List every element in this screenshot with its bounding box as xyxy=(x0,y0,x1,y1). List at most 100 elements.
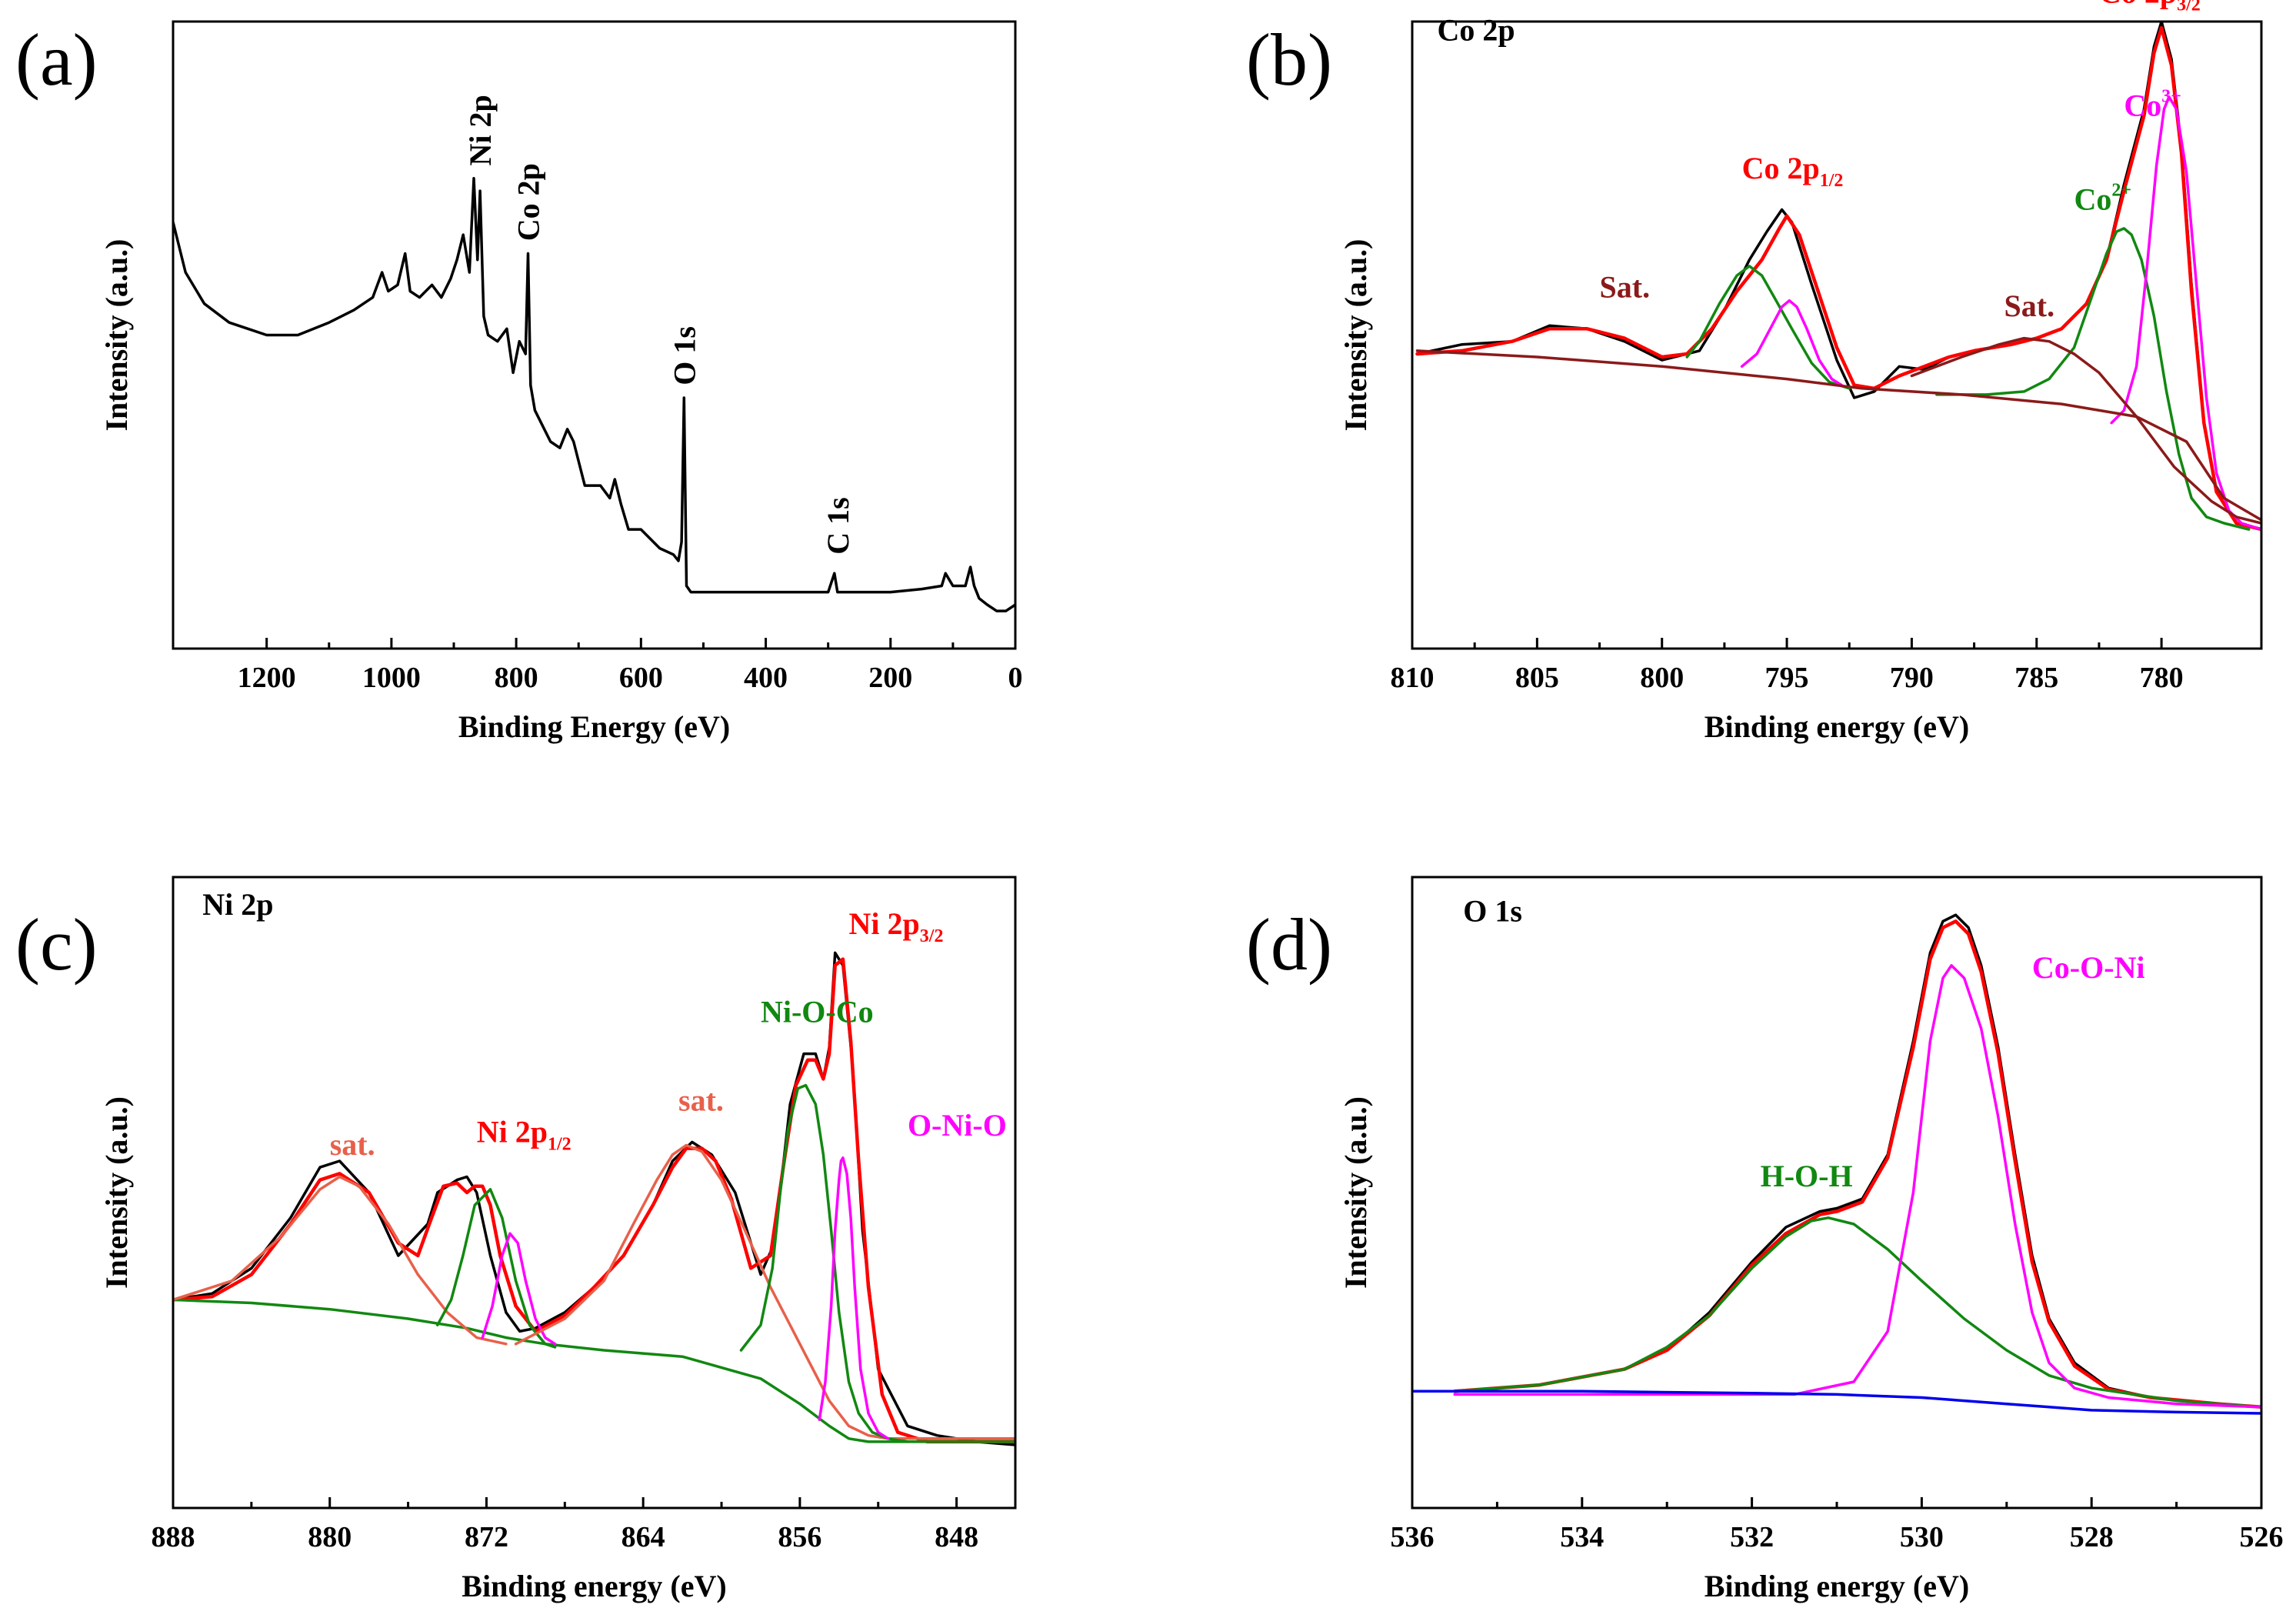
annotation-text: Ni 2p xyxy=(477,1114,548,1149)
panel-label: (c) xyxy=(15,903,98,986)
annotation-text: Co 2p xyxy=(1742,151,1820,185)
x-tick-label: 780 xyxy=(2140,662,2184,694)
series-Ni2p1/2_a xyxy=(436,1188,557,1349)
annotation-text: H-O-H xyxy=(1761,1159,1853,1193)
series-Co2p1/2_a xyxy=(1685,265,1851,390)
annotation-subscript: 3/2 xyxy=(920,926,944,946)
y-axis-label: Intensity (a.u.) xyxy=(99,239,134,431)
plot-frame xyxy=(172,876,1017,1510)
annotation-text: Sat. xyxy=(1600,270,1651,305)
series-fit xyxy=(173,957,1015,1444)
annotation: Ni 2p1/2 xyxy=(477,1114,572,1154)
annotation-text: Ni-O-Co xyxy=(761,995,874,1029)
series-H-O-H xyxy=(1453,1216,2261,1409)
annotation-subscript: 1/2 xyxy=(1820,171,1844,191)
annotation: sat. xyxy=(678,1083,724,1117)
x-tick-label: 528 xyxy=(2070,1521,2114,1553)
x-tick-label: 848 xyxy=(935,1521,978,1553)
series-raw xyxy=(173,951,1015,1446)
series-Co2p1/2_b xyxy=(1740,299,1844,387)
series-sat_low xyxy=(173,1175,508,1346)
annotation-text: O 1s xyxy=(1463,893,1522,928)
annotation: O 1s xyxy=(1463,893,1522,928)
x-tick-label: 785 xyxy=(2014,662,2058,694)
plot-frame xyxy=(1411,20,2263,650)
x-tick-label: 790 xyxy=(1890,662,1934,694)
series-raw xyxy=(1453,913,2261,1409)
series-baseline xyxy=(1412,1389,2261,1415)
series-baseline xyxy=(1415,349,2261,522)
x-tick-label: 526 xyxy=(2240,1521,2284,1553)
x-tick-label: 864 xyxy=(621,1521,665,1553)
annotation: Ni 2p xyxy=(202,887,273,922)
x-tick-label: 200 xyxy=(868,662,912,694)
series-group xyxy=(1412,913,2261,1415)
annotation: Ni 2p xyxy=(463,95,498,165)
series-Co2+ xyxy=(1935,227,2251,531)
annotation: Ni-O-Co xyxy=(761,995,874,1029)
annotation-subscript: 1/2 xyxy=(548,1134,572,1154)
annotation: Co 2p3/2 xyxy=(2099,0,2201,15)
x-tick-label: 800 xyxy=(495,662,538,694)
panel-a: (a) 1200 1000 800 600 400 200 0 Binding Energy (… xyxy=(15,18,1023,744)
x-axis-label: Binding Energy (eV) xyxy=(458,709,730,744)
x-tick-label: 888 xyxy=(152,1521,195,1553)
y-axis-label: Intensity (a.u.) xyxy=(1338,239,1373,431)
x-tick-label: 800 xyxy=(1640,662,1684,694)
x-tick-label: 1000 xyxy=(362,662,421,694)
x-tick-label: 795 xyxy=(1765,662,1809,694)
panel-c: (c) 888 880 872 864 856 848 Binding energy (eV)… xyxy=(15,876,1017,1603)
x-tick-label: 532 xyxy=(1730,1521,1774,1553)
annotation-text: O-Ni-O xyxy=(908,1108,1007,1143)
annotation: Co 2p1/2 xyxy=(1742,151,1844,191)
annotation-text: Sat. xyxy=(2004,289,2055,323)
annotation: sat. xyxy=(330,1127,375,1162)
annotation: Ni 2p3/2 xyxy=(849,906,944,946)
annotation-superscript: 3+ xyxy=(2161,86,2181,106)
plot-frame xyxy=(172,20,1017,650)
annotation-text: Co 2p xyxy=(2099,0,2177,10)
x-axis-label: Binding energy (eV) xyxy=(1705,1569,1969,1603)
annotation: H-O-H xyxy=(1761,1159,1853,1193)
annotation-text: sat. xyxy=(330,1127,375,1162)
annotation: Co 2p xyxy=(512,163,546,241)
series-survey xyxy=(173,177,1015,612)
series-sat_high xyxy=(1910,336,2261,525)
series-fit xyxy=(1415,25,2261,532)
x-tick-label: 600 xyxy=(619,662,663,694)
annotation-text: Co 2p xyxy=(1437,12,1515,47)
x-tick-label: 872 xyxy=(465,1521,508,1553)
series-Co3+ xyxy=(2110,95,2261,531)
panel-label: (a) xyxy=(15,18,98,101)
annotation-subscript: 3/2 xyxy=(2177,0,2201,15)
panel-label: (d) xyxy=(1246,903,1332,986)
series-bg_lower xyxy=(173,1298,1015,1443)
panel-b: (b) 810 805 800 795 790 785 780 Binding energy (… xyxy=(1246,0,2263,744)
x-tick-label: 536 xyxy=(1391,1521,1435,1553)
x-tick-label: 810 xyxy=(1391,662,1435,694)
x-tick-label: 1200 xyxy=(238,662,296,694)
x-axis-label: Binding energy (eV) xyxy=(1705,709,1969,744)
annotation-text: Co xyxy=(2074,182,2111,217)
annotation: Sat. xyxy=(1600,270,1651,305)
annotation: Co-O-Ni xyxy=(2032,950,2145,985)
annotation: O 1s xyxy=(667,326,701,385)
annotation: O-Ni-O xyxy=(908,1108,1007,1143)
series-group xyxy=(1415,22,2261,532)
annotation: Co 2p xyxy=(1437,12,1515,47)
panel-label: (b) xyxy=(1246,18,1332,101)
x-tick-label: 856 xyxy=(778,1521,821,1553)
x-tick-label: 400 xyxy=(744,662,788,694)
x-tick-label: 0 xyxy=(1008,662,1023,694)
annotation: Co2+ xyxy=(2074,181,2131,217)
series-fit xyxy=(1452,919,2261,1409)
annotation-text: sat. xyxy=(678,1083,724,1117)
y-axis-label: Intensity (a.u.) xyxy=(1338,1096,1373,1289)
panel-d: (d) 536 534 532 530 528 526 Binding energy (eV)… xyxy=(1246,876,2284,1603)
x-tick-label: 880 xyxy=(308,1521,352,1553)
annotation-text: Ni 2p xyxy=(849,906,920,941)
series-O-Ni-O xyxy=(818,1156,890,1440)
x-tick-label: 530 xyxy=(1900,1521,1944,1553)
series-group xyxy=(173,951,1015,1446)
